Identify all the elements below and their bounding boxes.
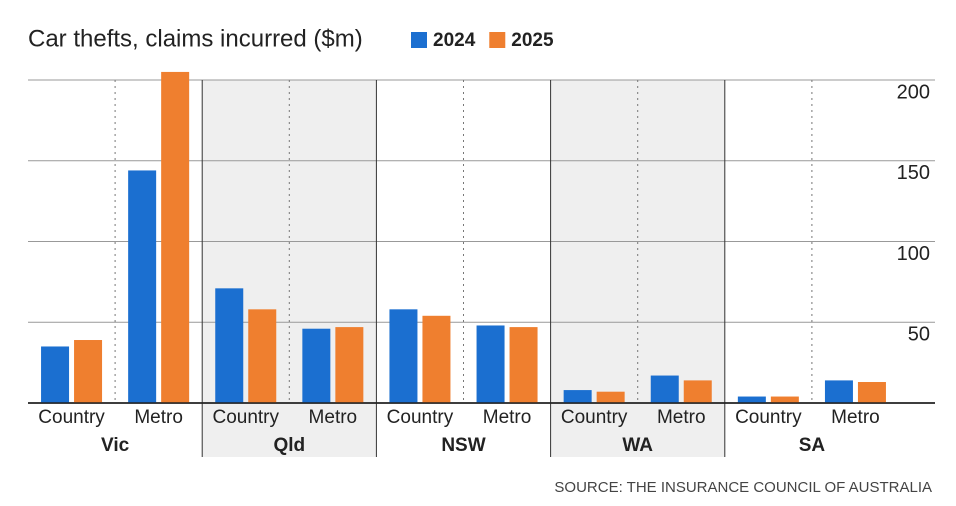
y-tick-label: 50 xyxy=(908,324,930,346)
x-tick-label: Country xyxy=(561,407,628,428)
x-tick-label: Country xyxy=(387,407,454,428)
group-label: Vic xyxy=(101,435,130,456)
bar xyxy=(389,309,418,403)
x-tick-label: Country xyxy=(735,407,802,428)
bar xyxy=(74,340,103,403)
bar xyxy=(824,380,853,403)
group-label: SA xyxy=(799,435,826,456)
group-label: NSW xyxy=(441,435,485,456)
bar xyxy=(476,325,505,403)
legend-swatch xyxy=(489,32,506,48)
bar xyxy=(41,346,70,403)
bar xyxy=(161,71,190,404)
x-tick-label: Country xyxy=(212,407,279,428)
chart-title: Car thefts, claims incurred ($m) xyxy=(28,25,363,52)
y-tick-label: 200 xyxy=(897,81,930,103)
x-tick-label: Metro xyxy=(831,407,880,428)
y-tick-label: 150 xyxy=(897,162,930,184)
bar xyxy=(128,170,157,403)
legend-label: 2025 xyxy=(511,30,554,51)
bar xyxy=(215,288,244,403)
bar xyxy=(596,391,625,403)
bar xyxy=(335,327,364,403)
x-tick-label: Metro xyxy=(483,407,532,428)
bar xyxy=(650,375,679,403)
group-label: Qld xyxy=(273,435,305,456)
source: SOURCE: THE INSURANCE COUNCIL OF AUSTRAL… xyxy=(554,479,932,496)
bar xyxy=(509,327,538,403)
legend-label: 2024 xyxy=(433,30,476,51)
legend-swatch xyxy=(411,32,427,48)
bar xyxy=(302,328,331,403)
y-tick-label: 100 xyxy=(897,243,930,265)
bar xyxy=(248,309,277,403)
x-tick-label: Metro xyxy=(309,407,358,428)
bar xyxy=(857,382,886,403)
x-tick-label: Metro xyxy=(134,407,183,428)
x-tick-label: Metro xyxy=(657,407,706,428)
group-label: WA xyxy=(622,435,653,456)
x-tick-label: Country xyxy=(38,407,105,428)
bar xyxy=(563,390,592,403)
bar xyxy=(422,315,451,403)
bar xyxy=(737,396,766,403)
bar xyxy=(770,396,799,403)
bar xyxy=(683,380,712,403)
